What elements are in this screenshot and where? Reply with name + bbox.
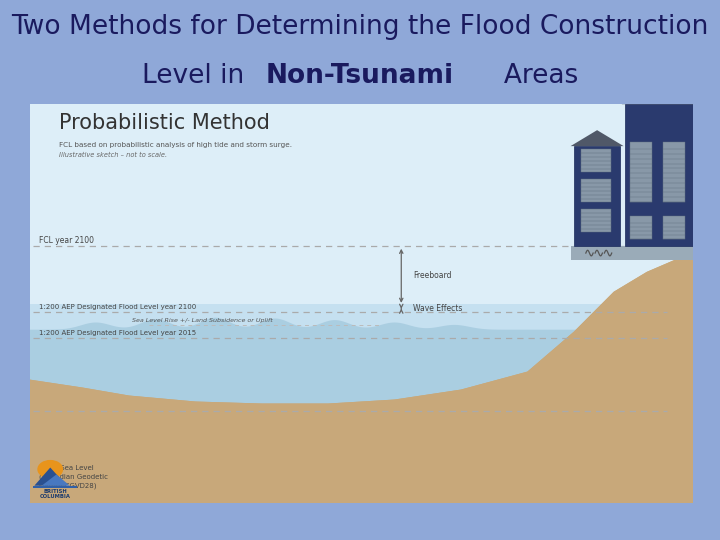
- Text: Non-Tsunami: Non-Tsunami: [266, 63, 454, 89]
- Bar: [580, 149, 611, 172]
- Text: Sea Level Rise +/- Land Subsidence or Uplift: Sea Level Rise +/- Land Subsidence or Up…: [132, 318, 273, 323]
- Text: FCL based on probabilistic analysis of high tide and storm surge.: FCL based on probabilistic analysis of h…: [59, 143, 292, 148]
- Circle shape: [38, 461, 63, 478]
- Bar: [574, 146, 621, 246]
- Polygon shape: [30, 318, 594, 503]
- Bar: [30, 303, 693, 503]
- Text: 1:200 AEP Designated Flood Level year 2100: 1:200 AEP Designated Flood Level year 21…: [40, 305, 197, 310]
- Bar: [580, 179, 611, 202]
- Bar: [664, 142, 685, 202]
- Bar: [664, 215, 685, 239]
- Text: Two Methods for Determining the Flood Construction: Two Methods for Determining the Flood Co…: [12, 14, 708, 40]
- Text: COLUMBIA: COLUMBIA: [40, 494, 71, 499]
- Text: FCL year 2100: FCL year 2100: [40, 236, 94, 245]
- Text: Illustrative sketch – not to scale.: Illustrative sketch – not to scale.: [59, 152, 168, 158]
- Text: 1:200 AEP Designated Flood Level year 2015: 1:200 AEP Designated Flood Level year 20…: [40, 330, 197, 336]
- Text: Freeboard: Freeboard: [413, 271, 451, 280]
- Bar: [570, 246, 693, 260]
- Text: Probabilistic Method: Probabilistic Method: [59, 113, 270, 133]
- Text: Mean Sea Level
(Canadian Geodetic
Datum CGVD28): Mean Sea Level (Canadian Geodetic Datum …: [40, 465, 109, 489]
- Polygon shape: [30, 252, 693, 503]
- Polygon shape: [570, 130, 624, 146]
- Polygon shape: [30, 252, 693, 503]
- Bar: [630, 215, 652, 239]
- Bar: [580, 209, 611, 232]
- Polygon shape: [42, 475, 70, 485]
- Text: Level in                               Areas: Level in Areas: [142, 63, 578, 89]
- Text: Wave Effects: Wave Effects: [413, 304, 462, 313]
- Bar: [33, 485, 77, 488]
- Bar: [630, 142, 652, 202]
- Polygon shape: [621, 85, 697, 104]
- Text: BRITISH: BRITISH: [43, 489, 67, 494]
- Polygon shape: [35, 468, 67, 485]
- Bar: [625, 104, 693, 246]
